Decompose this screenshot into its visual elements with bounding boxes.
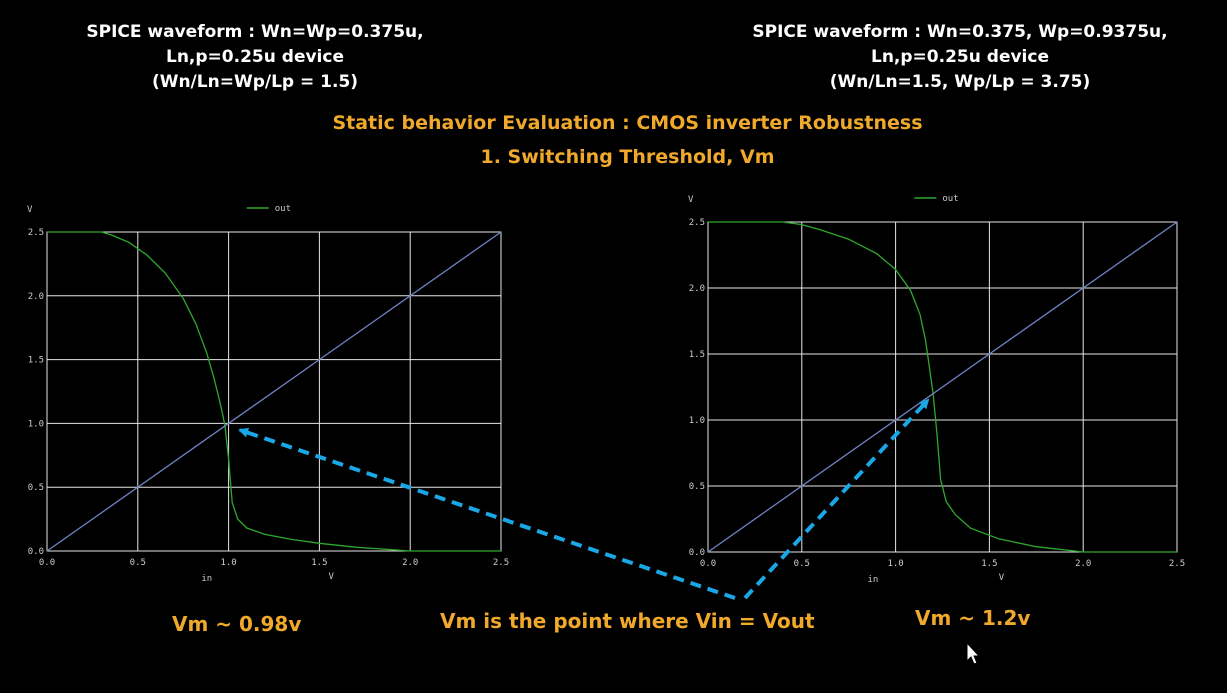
y-tick-label: 2.5 xyxy=(689,218,705,228)
x-tick-label: 2.0 xyxy=(402,558,418,568)
caption-right-line: (Wn/Ln=1.5, Wp/Lp = 3.75) xyxy=(829,72,1091,92)
caption-left-line: SPICE waveform : Wn=Wp=0.375u, xyxy=(86,22,424,42)
x-unit-label: V xyxy=(999,573,1005,583)
y-tick-label: 0.5 xyxy=(28,483,44,493)
x-tick-label: 0.5 xyxy=(794,559,810,569)
y-tick-label: 0.0 xyxy=(689,548,705,558)
vm-definition-label: Vm is the point where Vin = Vout xyxy=(440,609,815,633)
x-tick-label: 2.5 xyxy=(1169,559,1185,569)
y-unit-label: V xyxy=(688,195,694,205)
caption-left: SPICE waveform : Wn=Wp=0.375u, Ln,p=0.25… xyxy=(60,20,450,95)
x-tick-label: 0.0 xyxy=(39,558,55,568)
y-tick-label: 1.0 xyxy=(689,416,705,426)
arrow-to-left-vm xyxy=(238,427,736,600)
y-tick-label: 0.0 xyxy=(28,547,44,557)
vm-right-label: Vm ~ 1.2v xyxy=(915,606,1031,630)
slide-title: Static behavior Evaluation : CMOS invert… xyxy=(332,112,923,134)
y-tick-label: 1.5 xyxy=(689,350,705,360)
out-series-line xyxy=(47,231,501,552)
out-series-line xyxy=(708,221,1177,553)
x-tick-label: 1.5 xyxy=(981,559,997,569)
caption-left-line: (Wn/Ln=Wp/Lp = 1.5) xyxy=(151,72,359,92)
arrow-to-right-vm xyxy=(743,398,930,600)
caption-right: SPICE waveform : Wn=0.375, Wp=0.9375u, L… xyxy=(735,20,1185,95)
x-tick-label: 1.0 xyxy=(220,558,236,568)
y-unit-label: V xyxy=(27,205,33,215)
diagonal-reference-line xyxy=(707,221,1178,553)
x-axis-label: in xyxy=(867,575,878,585)
caption-right-line: Ln,p=0.25u device xyxy=(871,47,1049,67)
diagonal-reference-line xyxy=(46,231,502,552)
x-tick-label: 2.0 xyxy=(1075,559,1091,569)
caption-right-line: SPICE waveform : Wn=0.375, Wp=0.9375u, xyxy=(752,22,1168,42)
x-tick-label: 0.5 xyxy=(130,558,146,568)
x-tick-label: 0.0 xyxy=(700,559,716,569)
legend-label: out xyxy=(275,204,291,214)
mouse-cursor-icon xyxy=(966,641,981,665)
x-axis-label: in xyxy=(201,574,212,584)
y-tick-label: 0.5 xyxy=(689,482,705,492)
slide-subtitle: 1. Switching Threshold, Vm xyxy=(480,146,775,168)
caption-left-line: Ln,p=0.25u device xyxy=(166,47,344,67)
x-tick-label: 1.5 xyxy=(311,558,327,568)
y-tick-label: 2.5 xyxy=(28,228,44,238)
y-tick-label: 2.0 xyxy=(689,284,705,294)
y-tick-label: 1.0 xyxy=(28,419,44,429)
x-tick-label: 2.5 xyxy=(493,558,509,568)
legend-label: out xyxy=(942,194,958,204)
y-tick-label: 1.5 xyxy=(28,356,44,366)
x-unit-label: V xyxy=(328,572,334,582)
x-tick-label: 1.0 xyxy=(887,559,903,569)
y-tick-label: 2.0 xyxy=(28,292,44,302)
vm-left-label: Vm ~ 0.98v xyxy=(172,612,302,636)
